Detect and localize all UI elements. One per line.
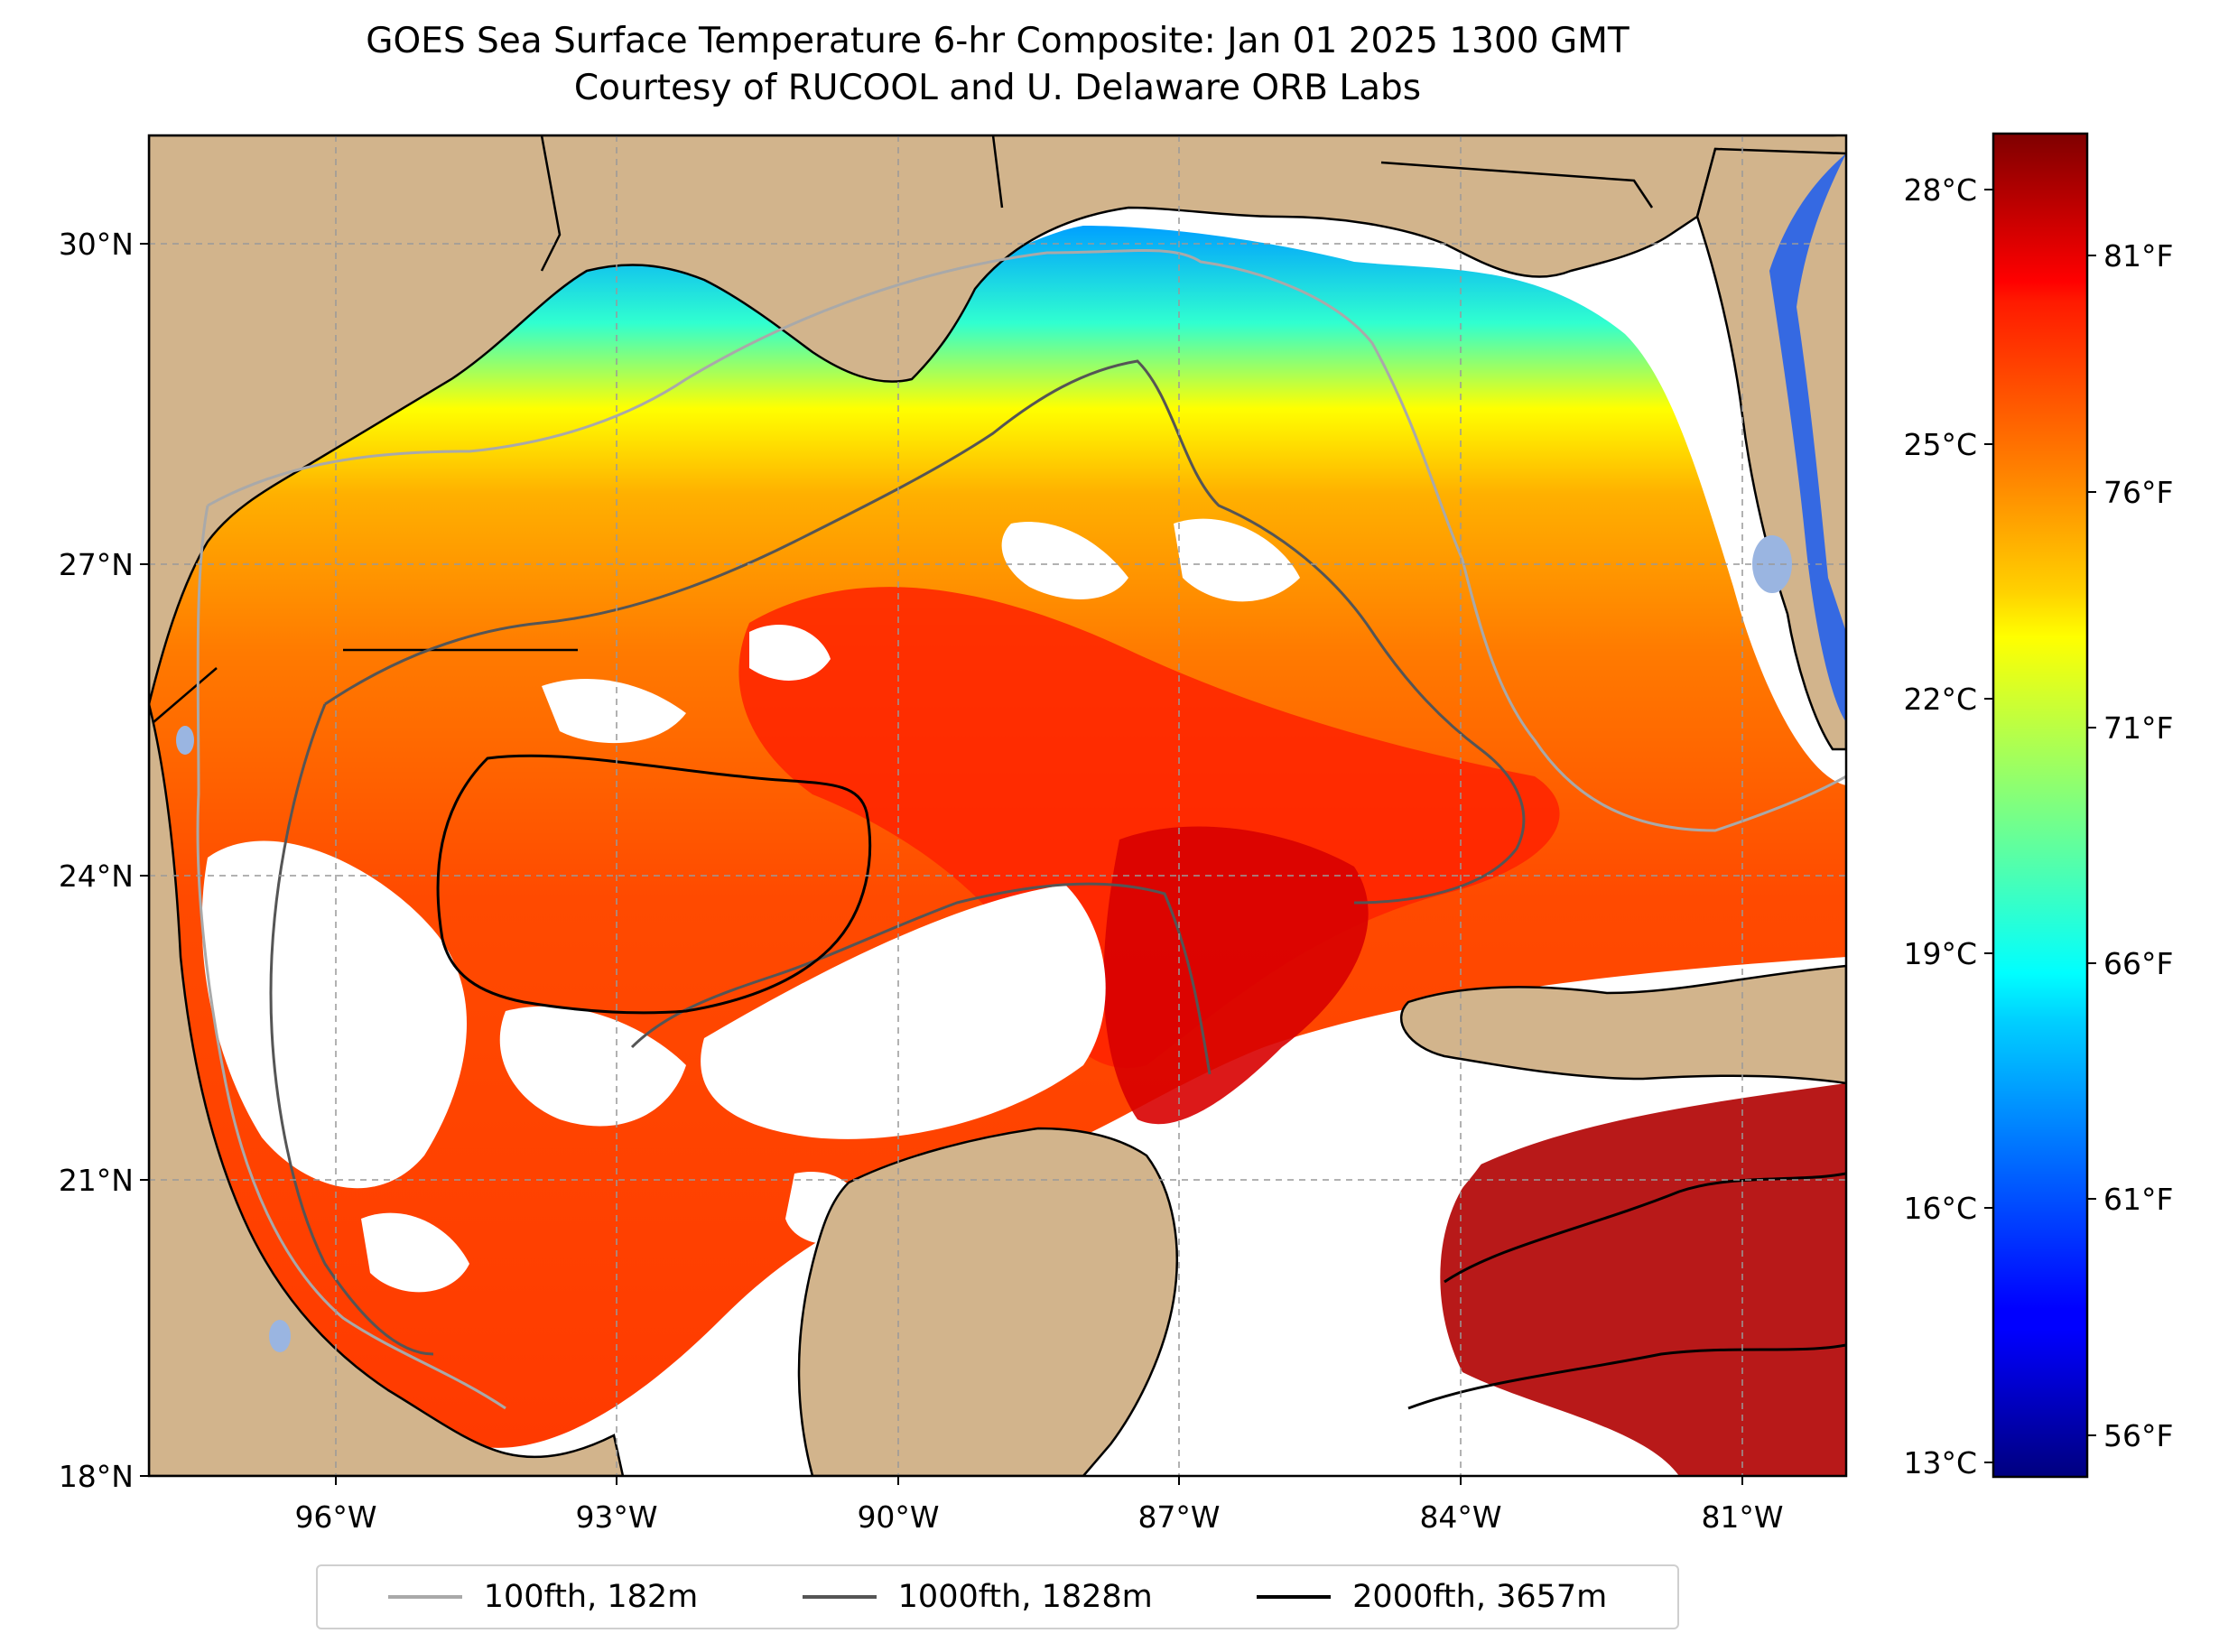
f-tick-71: 71°F [2103,710,2173,746]
lat-axis: 30°N 27°N 24°N 21°N 18°N [59,227,149,1494]
f-tick-61: 61°F [2103,1182,2173,1217]
lon-tick-84: 84°W [1419,1499,1501,1535]
lon-tick-87: 87°W [1137,1499,1220,1535]
lon-tick-90: 90°W [857,1499,939,1535]
lat-tick-24: 24°N [59,858,134,894]
legend-label-100fth: 100fth, 182m [483,1579,699,1615]
f-tick-66: 66°F [2103,946,2173,981]
lat-tick-21: 21°N [59,1163,134,1198]
legend-label-1000fth: 1000fth, 1828m [897,1579,1153,1615]
f-tick-76: 76°F [2103,475,2173,510]
c-tick-22: 22°C [1903,682,1977,717]
legend-label-2000fth: 2000fth, 3657m [1352,1579,1608,1615]
lon-axis: 96°W 93°W 90°W 87°W 84°W 81°W [294,1476,1784,1535]
c-tick-16: 16°C [1903,1191,1977,1226]
map-field [149,135,1846,1476]
c-tick-13: 13°C [1903,1445,1977,1480]
legend-line-1000fth [802,1595,877,1599]
legend-item-100fth: 100fth, 182m [387,1579,699,1615]
lon-tick-96: 96°W [294,1499,376,1535]
bathymetry-legend: 100fth, 182m 1000fth, 1828m 2000fth, 365… [316,1564,1679,1629]
legend-item-2000fth: 2000fth, 3657m [1257,1579,1607,1615]
legend-line-100fth [387,1595,462,1599]
map-title: GOES Sea Surface Temperature 6-hr Compos… [366,21,1629,61]
lat-tick-30: 30°N [59,227,134,262]
colorbar: 28°C 25°C 22°C 19°C 16°C 13°C 81°F 76°F … [1903,132,2173,1480]
colorbar-gradient [1992,132,2089,1479]
legend-item-1000fth: 1000fth, 1828m [802,1579,1153,1615]
f-tick-56: 56°F [2103,1418,2173,1453]
lat-tick-27: 27°N [59,547,134,582]
map-frame [147,134,1848,1478]
c-tick-19: 19°C [1903,936,1977,971]
c-tick-28: 28°C [1903,172,1977,208]
lat-tick-18: 18°N [59,1459,134,1494]
legend-line-2000fth [1257,1595,1332,1599]
map-subtitle: Courtesy of RUCOOL and U. Delaware ORB L… [573,68,1422,108]
f-tick-81: 81°F [2103,238,2173,274]
c-tick-25: 25°C [1903,427,1977,462]
lon-tick-81: 81°W [1701,1499,1783,1535]
lon-tick-93: 93°W [575,1499,657,1535]
